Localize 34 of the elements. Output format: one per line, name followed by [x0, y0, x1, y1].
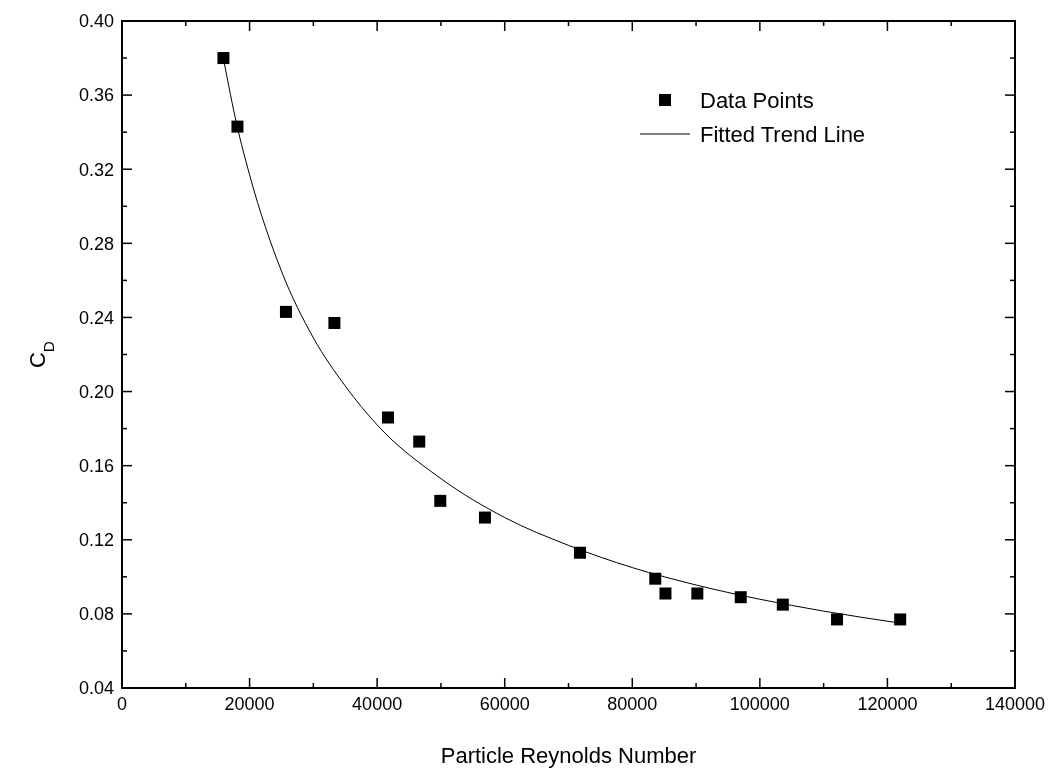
y-tick-label: 0.28 — [78, 233, 114, 254]
point — [328, 317, 341, 329]
y-tick-label: 0.36 — [78, 85, 114, 106]
point — [381, 411, 394, 424]
y-tick-label: 0.20 — [78, 381, 114, 402]
y-tick-label: 0.12 — [78, 530, 114, 551]
point — [659, 587, 672, 600]
point — [691, 587, 704, 600]
x-tick-label: 100000 — [729, 694, 790, 714]
legend-label: Data Points — [700, 87, 814, 113]
y-tick-label: 0.24 — [78, 307, 114, 328]
y-tick-label: 0.16 — [78, 455, 114, 476]
y-tick-label: 0.32 — [78, 159, 114, 180]
point — [413, 435, 426, 448]
point — [894, 613, 907, 626]
point — [649, 572, 662, 585]
x-tick-label: 120000 — [857, 694, 918, 714]
x-tick-label: 140000 — [984, 694, 1046, 714]
point — [831, 613, 844, 626]
legend-label: Fitted Trend Line — [700, 121, 866, 147]
y-tick-label: 0.08 — [78, 604, 114, 625]
x-tick-label: 0 — [116, 694, 128, 714]
x-axis-title: Particle Reynolds Number — [440, 743, 697, 768]
x-tick-label: 80000 — [607, 694, 658, 714]
point — [217, 52, 230, 65]
x-tick-label: 60000 — [479, 694, 530, 714]
y-tick-label: 0.40 — [78, 11, 114, 32]
point — [478, 511, 491, 524]
x-tick-label: 20000 — [224, 694, 275, 714]
y-tick-label: 0.04 — [78, 678, 114, 699]
point — [734, 591, 747, 604]
point — [279, 305, 292, 318]
point — [434, 494, 447, 507]
x-tick-label: 40000 — [352, 694, 403, 714]
